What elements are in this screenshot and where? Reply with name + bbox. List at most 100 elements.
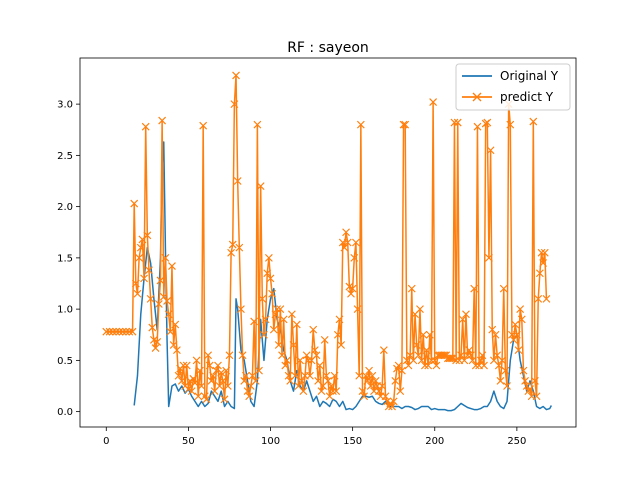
- data-point-predict-y: [379, 346, 388, 355]
- data-point-predict-y: [233, 177, 242, 185]
- data-point-predict-y: [276, 305, 285, 314]
- data-point-predict-y: [192, 356, 201, 365]
- data-point-predict-y: [269, 325, 278, 334]
- data-point-predict-y: [509, 335, 518, 344]
- data-point-predict-y: [118, 327, 127, 336]
- data-point-predict-y: [169, 341, 178, 349]
- data-point-predict-y: [329, 387, 337, 396]
- data-point-predict-y: [179, 361, 188, 370]
- x-tick-label: 0: [103, 436, 109, 447]
- data-point-predict-y: [519, 366, 528, 375]
- data-point-predict-y: [217, 368, 226, 377]
- data-point-predict-y: [214, 361, 222, 370]
- data-point-predict-y: [194, 392, 203, 401]
- data-point-predict-y: [468, 356, 477, 365]
- data-point-predict-y: [330, 371, 339, 380]
- data-point-predict-y: [325, 392, 334, 401]
- data-point-predict-y: [156, 276, 165, 285]
- data-point-predict-y: [460, 356, 469, 365]
- y-tick-label: 2.0: [57, 202, 73, 213]
- data-point-predict-y: [105, 327, 114, 336]
- data-point-predict-y: [353, 305, 362, 314]
- data-point-predict-y: [191, 379, 199, 387]
- data-point-predict-y: [235, 243, 244, 252]
- data-point-predict-y: [496, 376, 505, 385]
- data-point-predict-y: [429, 98, 438, 106]
- legend-label-original-y: Original Y: [500, 69, 559, 83]
- data-point-predict-y: [374, 387, 383, 396]
- data-point-predict-y: [432, 361, 441, 370]
- data-point-predict-y: [207, 376, 216, 385]
- data-point-predict-y: [378, 382, 387, 390]
- y-tick-label: 0.5: [57, 356, 73, 367]
- data-point-predict-y: [263, 269, 272, 278]
- data-point-predict-y: [381, 392, 390, 401]
- data-point-predict-y: [131, 279, 140, 288]
- data-point-predict-y: [205, 361, 214, 370]
- data-point-predict-y: [163, 297, 171, 305]
- data-point-predict-y: [212, 366, 221, 375]
- data-point-predict-y: [202, 395, 211, 404]
- data-point-predict-y: [343, 238, 352, 247]
- data-point-predict-y: [136, 243, 145, 252]
- data-point-predict-y: [197, 382, 206, 390]
- data-point-predict-y: [529, 117, 538, 126]
- series-layer: [102, 71, 553, 412]
- data-point-predict-y: [498, 356, 507, 365]
- data-point-predict-y: [416, 305, 424, 314]
- y-axis-ticks: 0.0 0.5 1.0 1.5 2.0 2.5 3.0: [57, 100, 80, 418]
- data-point-predict-y: [187, 387, 196, 396]
- data-point-predict-y: [309, 325, 318, 334]
- data-point-predict-y: [347, 289, 355, 298]
- data-point-predict-y: [499, 284, 508, 293]
- data-point-predict-y: [209, 371, 217, 380]
- data-point-predict-y: [322, 371, 331, 380]
- data-point-predict-y: [457, 351, 465, 360]
- data-point-predict-y: [171, 320, 180, 329]
- data-point-predict-y: [453, 118, 462, 127]
- data-point-predict-y: [532, 392, 541, 401]
- data-point-predict-y: [512, 330, 521, 339]
- data-point-predict-y: [130, 199, 139, 208]
- data-point-predict-y: [399, 120, 408, 129]
- series-line-original-y: [133, 141, 553, 412]
- data-point-predict-y: [230, 100, 239, 109]
- data-point-predict-y: [356, 120, 365, 129]
- data-point-predict-y: [414, 351, 423, 360]
- data-point-predict-y: [135, 253, 144, 262]
- data-point-predict-y: [494, 361, 503, 370]
- data-point-predict-y: [483, 118, 492, 127]
- data-point-predict-y: [312, 351, 321, 360]
- data-point-predict-y: [248, 371, 257, 380]
- data-point-predict-y: [417, 356, 426, 365]
- data-point-predict-y: [253, 120, 262, 129]
- data-point-predict-y: [394, 361, 403, 370]
- data-point-predict-y: [115, 327, 124, 336]
- data-point-predict-y: [168, 262, 176, 270]
- data-point-predict-y: [166, 327, 175, 336]
- data-point-predict-y: [422, 346, 431, 355]
- data-point-predict-y: [306, 371, 314, 380]
- data-point-predict-y: [412, 341, 421, 349]
- data-point-predict-y: [537, 248, 546, 257]
- data-point-predict-y: [148, 323, 157, 332]
- data-point-predict-y: [342, 228, 350, 237]
- data-point-predict-y: [424, 361, 433, 370]
- legend: Original Y predict Y: [455, 63, 571, 111]
- data-point-predict-y: [299, 387, 308, 396]
- data-point-predict-y: [291, 371, 300, 380]
- data-point-predict-y: [241, 371, 250, 380]
- x-tick-label: 250: [507, 436, 526, 447]
- data-point-predict-y: [447, 354, 456, 363]
- data-point-predict-y: [542, 294, 551, 303]
- data-point-predict-y: [266, 274, 275, 283]
- legend-marker-predict-y: [472, 92, 482, 102]
- data-point-predict-y: [406, 351, 415, 360]
- data-point-predict-y: [287, 310, 296, 319]
- data-point-predict-y: [317, 387, 326, 396]
- data-point-predict-y: [350, 253, 359, 262]
- data-point-predict-y: [182, 361, 191, 370]
- data-point-predict-y: [250, 317, 259, 326]
- data-point-predict-y: [485, 253, 493, 262]
